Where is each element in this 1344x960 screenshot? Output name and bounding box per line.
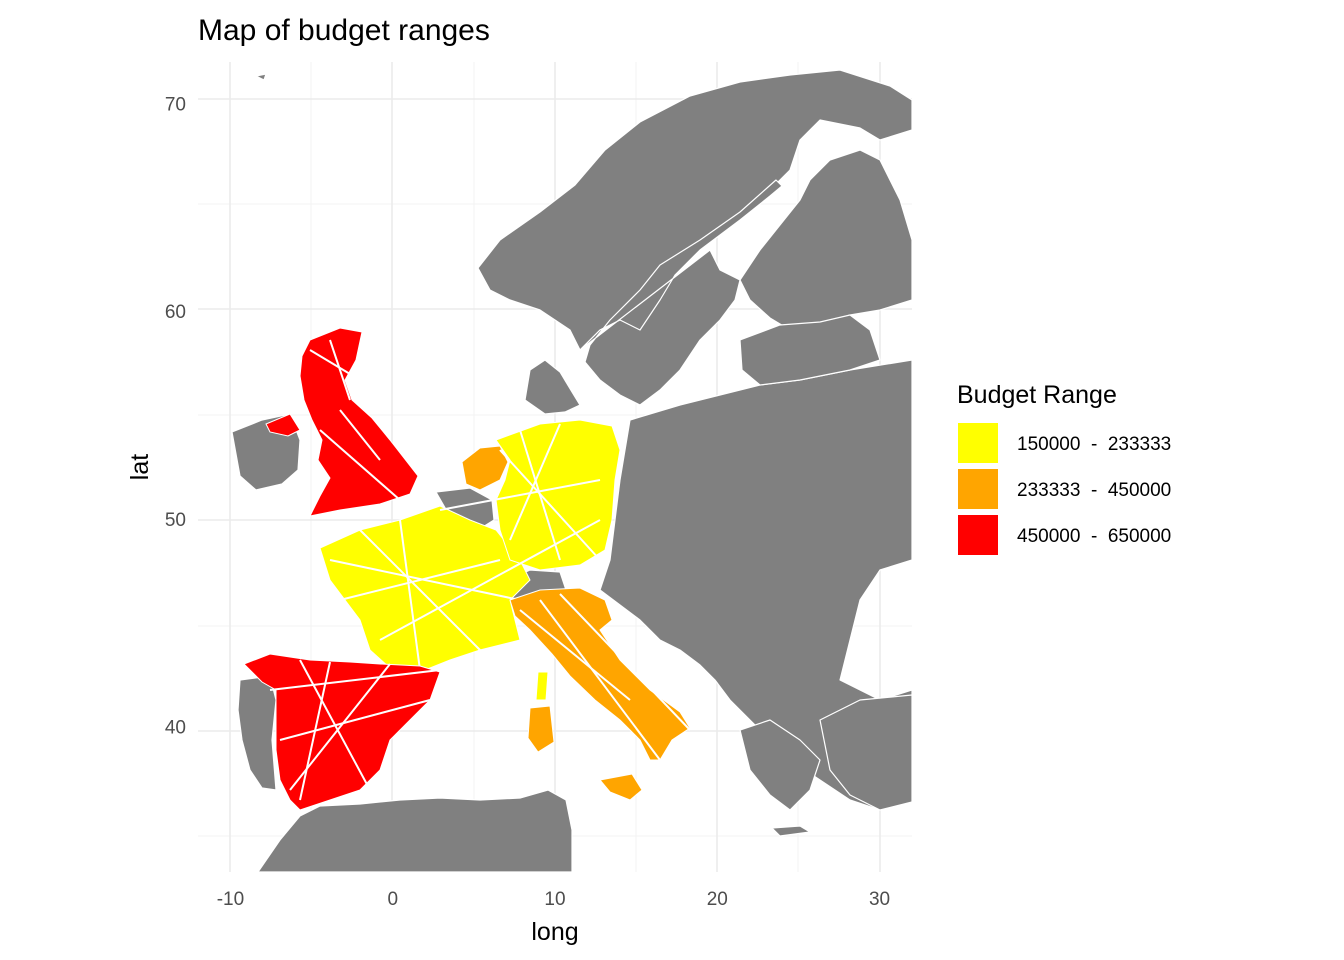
map-title: Map of budget ranges: [198, 14, 490, 47]
region-turkey: [819, 694, 912, 811]
legend-label: 150000 - 233333: [1017, 434, 1171, 455]
y-tick-label: 40: [165, 718, 186, 739]
region-greece: [739, 719, 821, 811]
region-sweden: [579, 179, 783, 406]
italy-artifacts: [519, 593, 691, 761]
region-islands: [255, 73, 267, 81]
region-north-africa: [257, 789, 573, 872]
x-axis-ticks: -10 0 10 20 30: [217, 889, 890, 910]
legend-swatch: [958, 515, 998, 555]
legend-entries: 150000 - 233333 233333 - 450000 450000 - 6…: [958, 423, 1171, 555]
region-crete: [771, 825, 811, 837]
y-tick-label: 50: [165, 510, 186, 531]
region-sicily: [599, 773, 643, 801]
legend-label: 233333 - 450000: [1017, 480, 1171, 501]
region-denmark: [524, 359, 581, 415]
europe-map: [231, 69, 912, 872]
region-baltics: [739, 314, 881, 386]
region-france: [319, 505, 531, 673]
x-tick-label: -10: [217, 889, 244, 910]
y-tick-label: 60: [165, 302, 186, 323]
region-norway: [477, 69, 912, 351]
y-tick-label: 70: [165, 95, 186, 116]
region-northern-ireland: [265, 413, 301, 437]
uk-artifacts: [309, 339, 401, 501]
region-united-kingdom: [299, 327, 419, 517]
y-axis-title: lat: [126, 454, 154, 480]
legend-title: Budget Range: [957, 381, 1117, 409]
x-tick-label: 0: [387, 889, 398, 910]
spain-artifacts: [269, 659, 441, 801]
y-axis-ticks: 40 50 60 70: [165, 95, 186, 739]
x-tick-label: 20: [707, 889, 728, 910]
region-sardinia: [527, 705, 555, 753]
region-portugal: [237, 675, 277, 791]
x-tick-label: 30: [869, 889, 890, 910]
legend-swatch: [958, 423, 998, 463]
region-italy: [509, 587, 691, 761]
x-axis-title: long: [531, 918, 578, 946]
legend-label: 450000 - 650000: [1017, 526, 1171, 547]
legend-swatch: [958, 469, 998, 509]
x-tick-label: 10: [544, 889, 565, 910]
region-spain: [243, 653, 441, 811]
france-germany-artifacts: [329, 423, 601, 671]
region-netherlands: [461, 445, 509, 491]
region-germany: [495, 419, 621, 571]
region-corsica: [535, 671, 549, 701]
legend: Budget Range 150000 - 233333 233333 - 450…: [957, 381, 1171, 555]
region-eastern-europe: [599, 359, 912, 811]
